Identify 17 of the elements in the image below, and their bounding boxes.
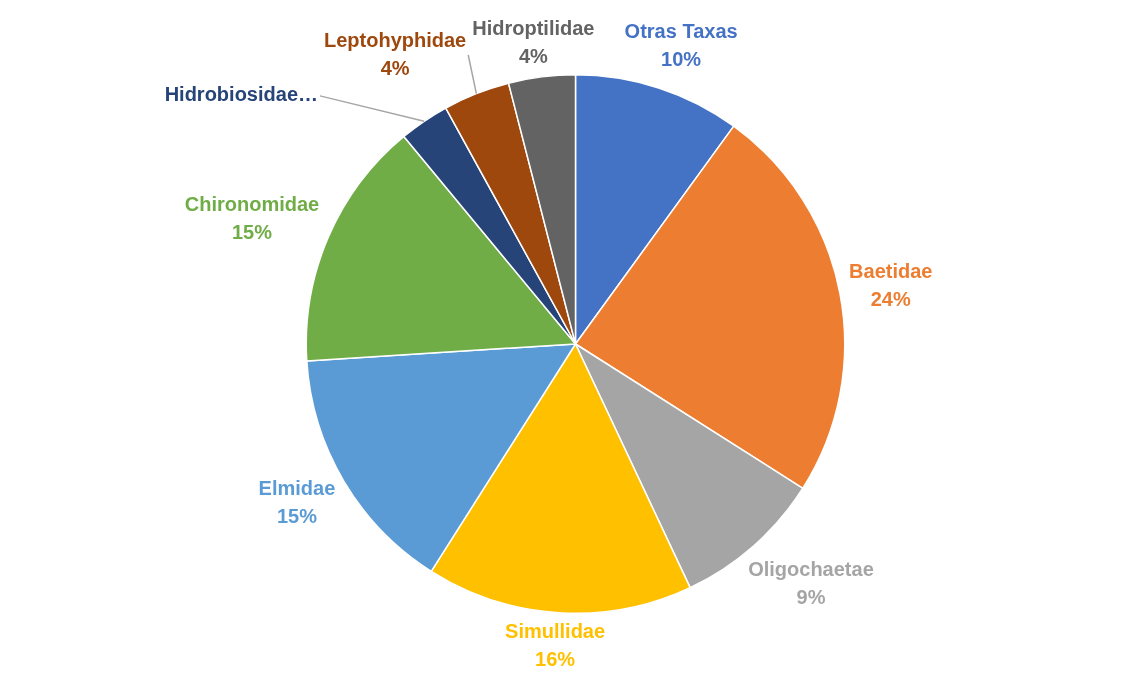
data-label: 24%	[870, 287, 911, 310]
data-label: 4%	[518, 44, 549, 67]
slice-label: Hidrobiosidae…	[164, 83, 319, 106]
slice-label: Hidroptilidae	[472, 16, 595, 39]
data-label: 4%	[380, 56, 410, 79]
slice-label: Oligochaetae	[748, 558, 874, 581]
slice-label: Simullidae	[505, 620, 606, 643]
slice-label: Baetidae	[849, 259, 933, 282]
slice-label: Otras Taxas	[624, 19, 738, 42]
data-label: 15%	[276, 504, 318, 527]
slice-label: Leptohyphidae	[324, 28, 467, 51]
slice-label: Elmidae	[258, 476, 336, 499]
data-label: 16%	[535, 648, 576, 671]
data-label: 10%	[661, 47, 702, 70]
data-label: 9%	[796, 586, 826, 609]
slice-label: Chironomidae	[184, 193, 320, 216]
data-label: 15%	[232, 221, 273, 244]
